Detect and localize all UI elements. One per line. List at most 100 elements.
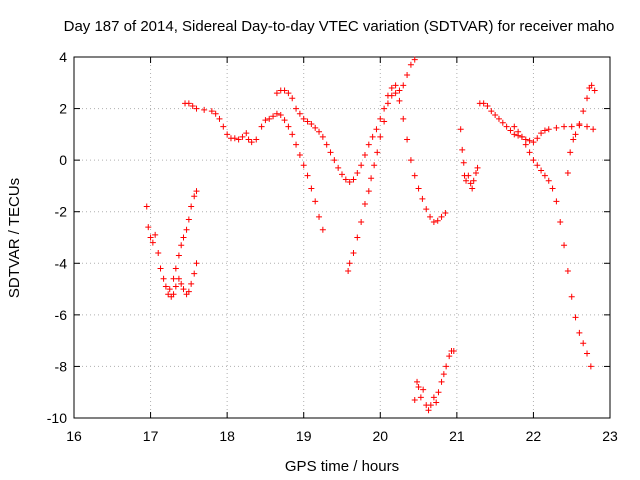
data-point bbox=[495, 115, 502, 122]
data-point bbox=[553, 198, 560, 205]
data-point bbox=[358, 162, 365, 169]
data-point bbox=[185, 216, 192, 223]
data-point bbox=[392, 90, 399, 97]
data-point bbox=[350, 249, 357, 256]
data-point bbox=[193, 260, 200, 267]
data-point bbox=[480, 100, 487, 107]
data-point bbox=[430, 219, 437, 226]
data-point bbox=[339, 171, 345, 178]
data-point bbox=[175, 252, 182, 259]
data-point bbox=[152, 231, 159, 238]
data-point bbox=[388, 84, 395, 91]
data-point bbox=[580, 340, 587, 347]
data-point bbox=[488, 108, 495, 115]
data-point bbox=[427, 402, 434, 409]
data-point bbox=[460, 159, 467, 166]
data-point bbox=[262, 117, 269, 124]
data-point bbox=[564, 170, 571, 177]
data-point bbox=[457, 126, 464, 133]
data-point bbox=[308, 121, 315, 128]
data-point bbox=[414, 378, 421, 385]
y-axis-label: SDTVAR / TECUs bbox=[6, 178, 23, 298]
y-tick-label: -2 bbox=[55, 204, 68, 220]
data-point bbox=[511, 131, 518, 138]
data-point bbox=[425, 407, 432, 414]
data-point bbox=[220, 123, 227, 130]
data-point bbox=[319, 226, 326, 233]
y-tick-label: -6 bbox=[55, 307, 68, 323]
y-tick-label: -10 bbox=[47, 410, 67, 426]
data-point bbox=[423, 206, 430, 213]
data-point bbox=[346, 260, 353, 267]
data-point bbox=[404, 136, 411, 143]
data-point bbox=[507, 127, 514, 134]
data-point bbox=[584, 350, 591, 357]
data-point bbox=[191, 270, 198, 277]
data-point bbox=[253, 136, 260, 143]
data-point bbox=[143, 203, 150, 210]
data-point bbox=[316, 128, 323, 135]
data-point bbox=[427, 213, 434, 220]
data-point bbox=[417, 394, 424, 401]
data-point bbox=[335, 164, 342, 171]
data-point bbox=[331, 157, 338, 164]
data-point bbox=[273, 90, 280, 97]
data-point bbox=[165, 291, 172, 298]
data-point bbox=[384, 100, 391, 107]
data-point bbox=[459, 146, 466, 153]
data-point bbox=[553, 124, 560, 131]
data-point bbox=[392, 82, 399, 89]
data-point bbox=[345, 268, 352, 275]
data-point bbox=[266, 115, 273, 122]
data-point bbox=[285, 90, 292, 97]
data-point bbox=[572, 131, 579, 138]
data-point bbox=[463, 177, 470, 184]
data-point bbox=[342, 176, 349, 183]
x-tick-label: 19 bbox=[296, 428, 312, 444]
data-point bbox=[239, 133, 246, 140]
data-point bbox=[258, 123, 265, 130]
data-point bbox=[162, 283, 169, 290]
data-point bbox=[365, 141, 372, 148]
data-point bbox=[430, 394, 437, 401]
data-point bbox=[368, 175, 375, 182]
data-point bbox=[369, 133, 376, 140]
data-point bbox=[175, 275, 182, 282]
data-point bbox=[231, 135, 238, 142]
data-point bbox=[549, 185, 556, 192]
data-point bbox=[281, 87, 288, 94]
data-point bbox=[530, 139, 537, 146]
data-point bbox=[245, 136, 252, 143]
y-tick-label: 2 bbox=[59, 101, 67, 117]
data-point bbox=[296, 151, 303, 158]
x-tick-label: 16 bbox=[66, 428, 82, 444]
data-point bbox=[191, 193, 198, 200]
data-point bbox=[293, 105, 300, 112]
data-point bbox=[308, 185, 315, 192]
data-point bbox=[400, 115, 407, 122]
data-point bbox=[567, 149, 574, 156]
data-point bbox=[400, 82, 407, 89]
x-tick-label: 18 bbox=[219, 428, 235, 444]
data-point bbox=[561, 123, 568, 130]
data-point bbox=[180, 234, 187, 241]
data-point bbox=[534, 135, 541, 142]
data-point bbox=[145, 224, 152, 231]
data-point bbox=[178, 280, 185, 287]
data-point bbox=[300, 115, 307, 122]
data-point bbox=[377, 133, 384, 140]
data-point bbox=[411, 172, 418, 179]
data-point bbox=[591, 87, 598, 94]
data-point bbox=[511, 123, 518, 130]
data-point bbox=[438, 213, 445, 220]
y-tick-label: 4 bbox=[59, 49, 67, 65]
data-point bbox=[499, 119, 506, 126]
data-point bbox=[411, 56, 418, 63]
data-point bbox=[474, 164, 481, 171]
data-point bbox=[518, 133, 525, 140]
data-point bbox=[285, 123, 292, 130]
data-point bbox=[404, 72, 411, 79]
data-point bbox=[293, 141, 300, 148]
data-point bbox=[327, 149, 334, 156]
